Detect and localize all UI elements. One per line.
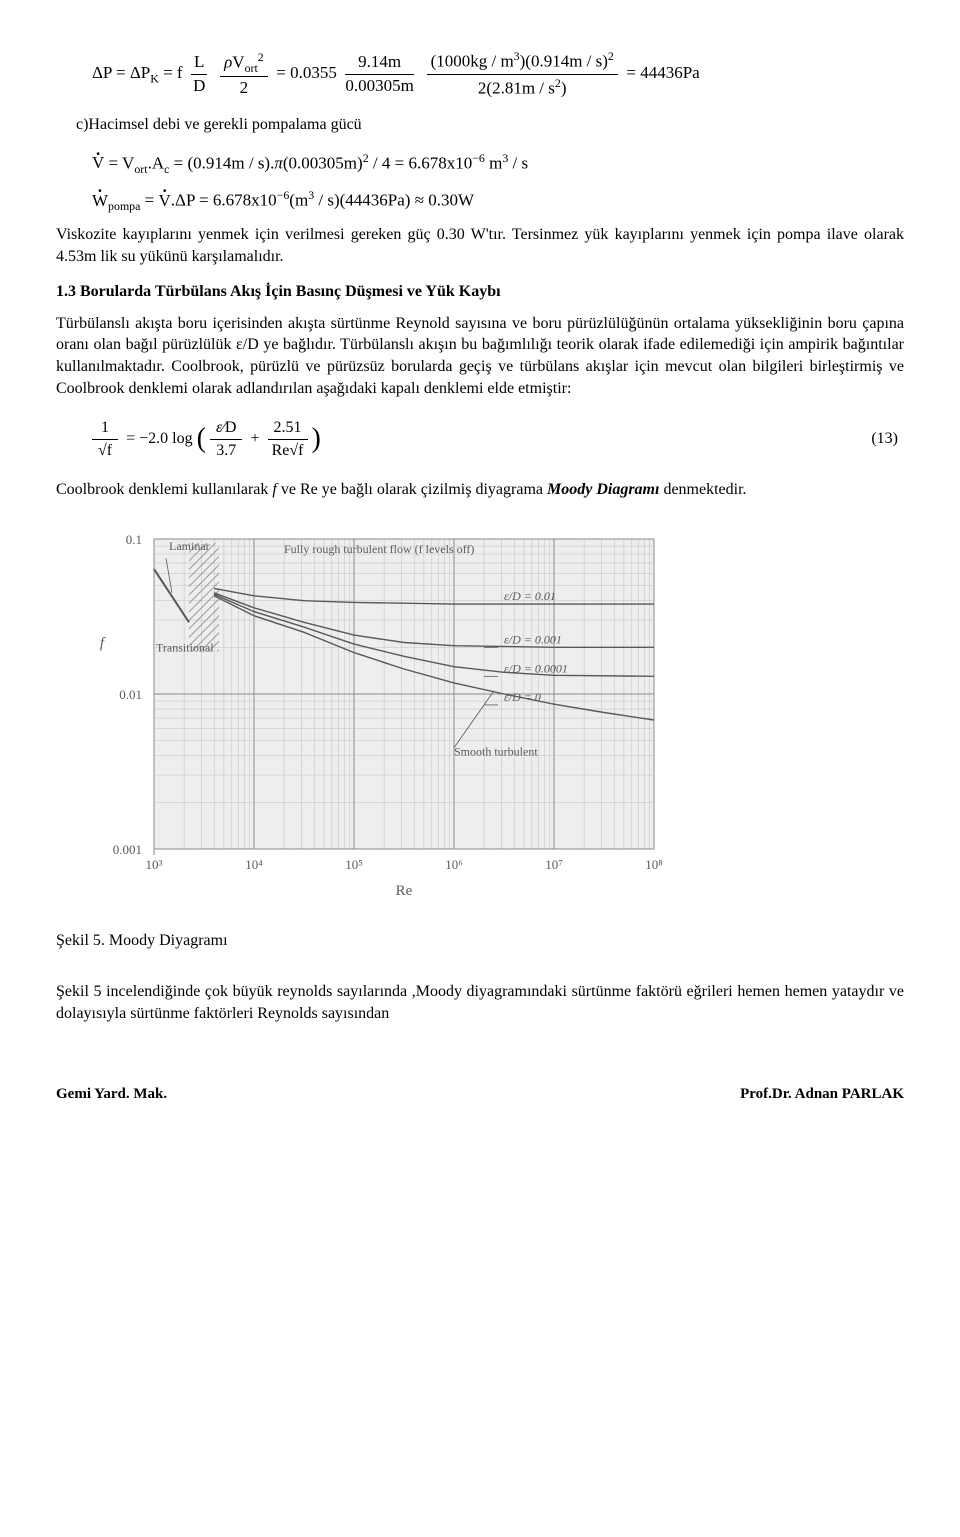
text-fragment: Coolbrook denklemi kullanılarak — [56, 481, 272, 498]
section-title-1-3: 1.3 Borularda Türbülans Akış İçin Basınç… — [56, 281, 904, 303]
svg-text:10⁸: 10⁸ — [645, 857, 663, 872]
subheading-c: c)Hacimsel debi ve gerekli pompalama güc… — [76, 114, 904, 136]
svg-text:Laminar: Laminar — [169, 539, 210, 553]
svg-text:Smooth turbulent: Smooth turbulent — [454, 745, 538, 759]
svg-text:f: f — [100, 635, 106, 651]
svg-text:Re: Re — [396, 883, 413, 899]
paragraph-moody-ref: Coolbrook denklemi kullanılarak f ve Re … — [56, 479, 904, 501]
svg-text:0.1: 0.1 — [126, 532, 142, 547]
svg-text:10⁴: 10⁴ — [245, 857, 263, 872]
equation-vdot: V = Vort.Ac = (0.914m / s).π(0.00305m)2 … — [92, 150, 904, 177]
text-fragment: denmektedir. — [659, 481, 746, 498]
equation-number-13: (13) — [871, 428, 904, 450]
equation-wpompa: Wpompa = V.ΔP = 6.678x10−6(m3 / s)(44436… — [92, 187, 904, 214]
svg-text:0.001: 0.001 — [113, 842, 142, 857]
svg-text:ε/D = 0.0001: ε/D = 0.0001 — [504, 661, 568, 675]
equation-deltaP: ΔP = ΔPK = f L D ρVort2 2 = 0.0355 9.14m… — [92, 48, 904, 100]
footer-right: Prof.Dr. Adnan PARLAK — [740, 1084, 904, 1104]
text-moody-emph: Moody Diagramı — [547, 481, 659, 498]
equation-13: 1 √f = −2.0 log ( ε⁄D 3.7 + 2.51 Re√f ) … — [56, 417, 904, 461]
svg-text:10³: 10³ — [146, 857, 163, 872]
svg-text:10⁵: 10⁵ — [345, 857, 363, 872]
moody-chart: 10³ 10⁴ 10⁵ 10⁶ 10⁷ 10⁸ 0.1 0.01 0.001 Re f ε/D = 0… — [84, 521, 904, 908]
svg-text:0.01: 0.01 — [119, 687, 142, 702]
svg-text:10⁶: 10⁶ — [445, 857, 463, 872]
svg-text:Transitional: Transitional — [156, 640, 214, 654]
paragraph-sekil5: Şekil 5 incelendiğinde çok büyük reynold… — [56, 981, 904, 1024]
page-footer: Gemi Yard. Mak. Prof.Dr. Adnan PARLAK — [56, 1084, 904, 1104]
figure-5-caption: Şekil 5. Moody Diyagramı — [56, 930, 904, 952]
footer-left: Gemi Yard. Mak. — [56, 1084, 167, 1104]
svg-text:ε/D = 0.01: ε/D = 0.01 — [504, 589, 556, 603]
svg-text:Fully rough turbulent flow (f: Fully rough turbulent flow (f levels off… — [284, 542, 474, 556]
svg-text:ε/D = 0.001: ε/D = 0.001 — [504, 632, 562, 646]
paragraph-turbulans: Türbülanslı akışta boru içerisinden akış… — [56, 313, 904, 399]
text-fragment: ve Re ye bağlı olarak çizilmiş diyagrama — [277, 481, 547, 498]
svg-text:ε/D = 0: ε/D = 0 — [504, 690, 541, 704]
svg-text:10⁷: 10⁷ — [545, 857, 563, 872]
paragraph-viskozite: Viskozite kayıplarını yenmek için verilm… — [56, 224, 904, 267]
